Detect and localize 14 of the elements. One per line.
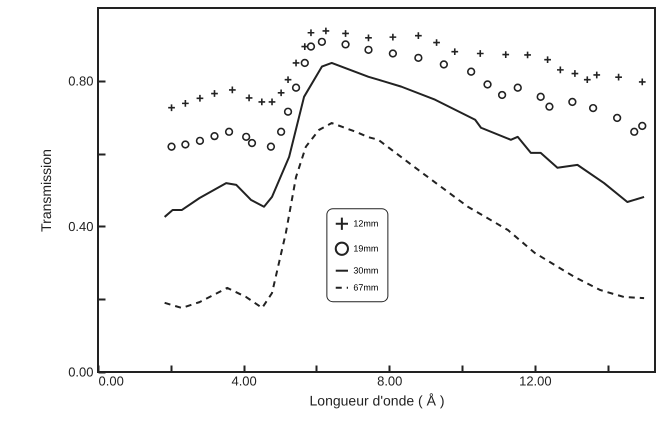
x-tick-label: 0.00 <box>98 374 124 388</box>
legend-label: 67mm <box>353 282 378 293</box>
legend-label: 30mm <box>353 266 378 276</box>
legend-label: 12mm <box>353 218 378 229</box>
legend-label: 19mm <box>353 244 378 254</box>
line-series <box>164 122 646 309</box>
x-tick-label: 12.00 <box>519 374 552 388</box>
x-tick-label: 8.00 <box>377 374 402 388</box>
y-axis-title: Transmission <box>38 149 54 232</box>
x-axis-title: Longueur d'onde ( Å ) <box>310 392 444 408</box>
x-tick-label: 4.00 <box>231 374 257 388</box>
line-series <box>164 62 646 218</box>
y-tick-label: 0.80 <box>68 73 94 88</box>
y-tick-label: 0.40 <box>68 218 94 234</box>
